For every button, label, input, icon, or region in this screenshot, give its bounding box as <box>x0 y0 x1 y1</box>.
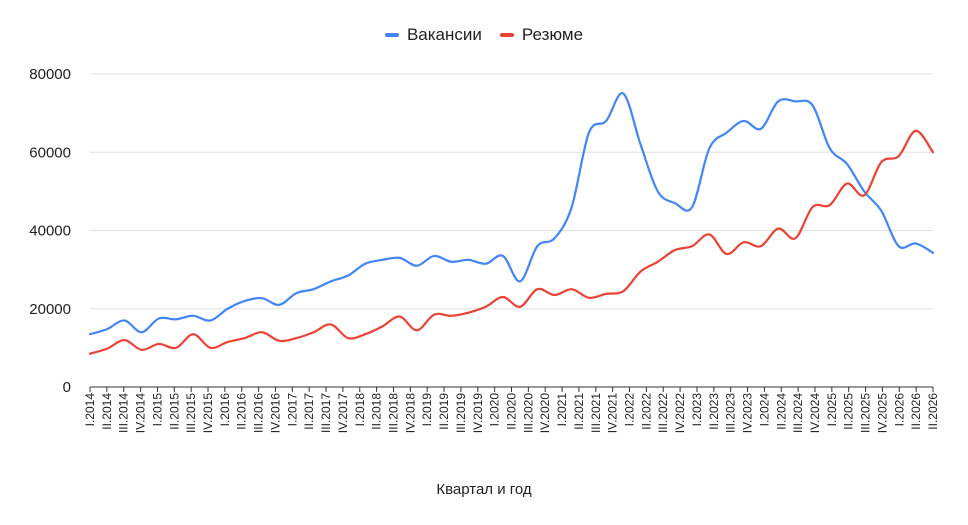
x-tick-label: I.2026 <box>892 393 906 427</box>
x-tick-label: I.2014 <box>83 393 97 427</box>
x-tick-label: II.2023 <box>707 393 721 430</box>
y-tick-label: 60000 <box>29 144 71 161</box>
x-axis-title: Квартал и год <box>436 481 532 498</box>
x-tick-label: IV.2025 <box>875 393 889 434</box>
legend-swatch-vacancies <box>384 33 399 37</box>
x-tick-label: II.2025 <box>842 393 856 430</box>
x-tick-label: II.2015 <box>167 393 181 430</box>
x-tick-label: IV.2018 <box>403 393 417 434</box>
y-tick-label: 0 <box>63 379 71 396</box>
x-tick-label: IV.2021 <box>606 393 620 434</box>
x-tick-label: II.2017 <box>302 393 316 430</box>
x-tick-label: III.2024 <box>791 393 805 433</box>
x-tick-label: I.2022 <box>623 393 637 427</box>
x-tick-label: II.2024 <box>774 393 788 430</box>
x-tick-label: III.2014 <box>117 393 131 433</box>
x-tick-label: II.2016 <box>235 393 249 430</box>
x-tick-label: III.2015 <box>184 393 198 433</box>
x-axis-ticks: I.2014 II.2014 III.2014 IV.2014 I.2015 II.201… <box>83 387 940 433</box>
x-tick-label: I.2016 <box>218 393 232 427</box>
x-tick-label: IV.2015 <box>201 393 215 434</box>
x-tick-label: II.2014 <box>100 393 114 430</box>
x-tick-label: IV.2023 <box>741 393 755 434</box>
legend-item-resumes: Резюме <box>499 25 584 45</box>
y-tick-label: 20000 <box>29 301 71 318</box>
x-tick-label: I.2017 <box>285 393 299 427</box>
x-tick-label: III.2022 <box>656 393 670 433</box>
legend-label-vacancies: Вакансии <box>406 25 482 44</box>
x-tick-label: II.2026 <box>909 393 923 430</box>
series-line-resumes <box>88 129 935 355</box>
x-tick-label: I.2018 <box>353 393 367 427</box>
x-tick-label: IV.2022 <box>673 393 687 434</box>
legend-item-vacancies: Вакансии <box>384 25 482 45</box>
x-tick-label: IV.2019 <box>471 393 485 434</box>
x-tick-label: II.2022 <box>639 393 653 430</box>
y-tick-label: 80000 <box>29 66 71 83</box>
x-tick-label: I.2020 <box>488 393 502 427</box>
x-tick-label: IV.2016 <box>268 393 282 434</box>
x-tick-label: II.2018 <box>370 393 384 430</box>
x-tick-label: IV.2017 <box>336 393 350 434</box>
x-tick-label: I.2023 <box>690 393 704 427</box>
legend: Вакансии Резюме <box>0 25 968 45</box>
x-tick-label: II.2026 <box>926 393 940 430</box>
series-lines <box>88 92 935 355</box>
y-axis-ticks: 0 20000 40000 60000 80000 <box>29 66 71 396</box>
legend-label-resumes: Резюме <box>521 25 584 44</box>
x-tick-label: II.2021 <box>572 393 586 430</box>
x-tick-label: I.2024 <box>757 393 771 427</box>
series-line-vacancies <box>88 92 935 336</box>
x-tick-label: IV.2014 <box>134 393 148 434</box>
x-tick-label: III.2016 <box>252 393 266 433</box>
x-tick-label: III.2019 <box>454 393 468 433</box>
x-tick-label: III.2023 <box>724 393 738 433</box>
x-tick-label: III.2020 <box>521 393 535 433</box>
x-tick-label: III.2021 <box>589 393 603 433</box>
x-tick-label: I.2015 <box>150 393 164 427</box>
x-tick-label: I.2019 <box>420 393 434 427</box>
x-tick-label: III.2025 <box>859 393 873 433</box>
x-tick-label: III.2017 <box>319 393 333 433</box>
x-tick-label: IV.2024 <box>808 393 822 434</box>
y-tick-label: 40000 <box>29 223 71 240</box>
x-tick-label: I.2021 <box>555 393 569 427</box>
x-tick-label: II.2020 <box>505 393 519 430</box>
x-tick-label: I.2025 <box>825 393 839 427</box>
gridlines <box>90 73 933 388</box>
legend-swatch-resumes <box>499 33 514 37</box>
x-tick-label: III.2018 <box>386 393 400 433</box>
x-tick-label: II.2019 <box>437 393 451 430</box>
x-tick-label: IV.2020 <box>538 393 552 434</box>
